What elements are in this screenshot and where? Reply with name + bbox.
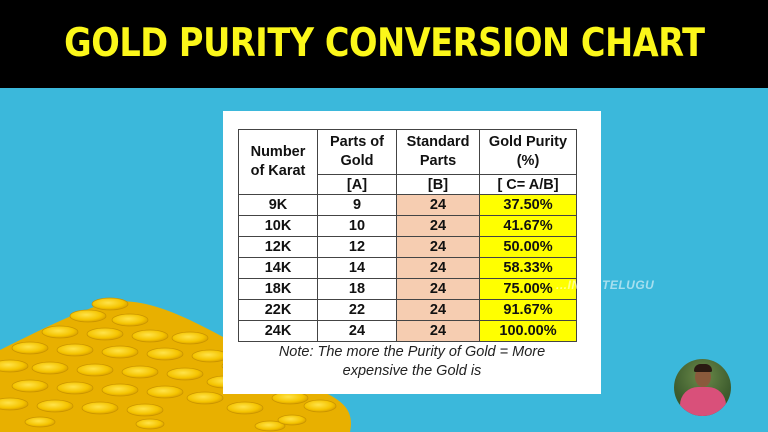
cell-karat: 14K — [238, 257, 318, 279]
cell-purity: 50.00% — [479, 236, 577, 258]
cell-karat: 18K — [238, 278, 318, 300]
table-row: 12K 12 24 50.00% — [238, 236, 577, 258]
avatar-shirt — [680, 387, 726, 416]
cell-parts-of-gold: 22 — [317, 299, 397, 321]
cell-purity: 58.33% — [479, 257, 577, 279]
table-row: 22K 22 24 91.67% — [238, 299, 577, 321]
header-a-sub: [A] — [317, 174, 397, 195]
cell-parts-of-gold: 14 — [317, 257, 397, 279]
header-c-line2: (%) — [516, 153, 540, 169]
header-parts-of-gold: Parts of Gold — [317, 129, 397, 175]
channel-watermark: ...INFO TELUGU — [556, 278, 655, 292]
header-c-line1: Gold Purity — [488, 134, 568, 150]
cell-standard-parts: 24 — [396, 320, 480, 342]
cell-parts-of-gold: 10 — [317, 215, 397, 237]
cell-standard-parts: 24 — [396, 194, 480, 216]
cell-karat: 10K — [238, 215, 318, 237]
note-line1: Note: The more the Purity of Gold = More — [278, 344, 546, 360]
cell-parts-of-gold: 12 — [317, 236, 397, 258]
cell-parts-of-gold: 24 — [317, 320, 397, 342]
gold-purity-table: Number of Karat Parts of Gold Standard P… — [238, 129, 577, 342]
header-a-line1: Parts of — [330, 134, 384, 150]
cell-karat: 22K — [238, 299, 318, 321]
header-b-line2: Parts — [419, 153, 457, 169]
note-line2: expensive the Gold is — [342, 363, 482, 379]
cell-purity: 91.67% — [479, 299, 577, 321]
header-b-sub: [B] — [396, 174, 480, 195]
cell-standard-parts: 24 — [396, 299, 480, 321]
avatar-hair — [694, 364, 712, 372]
header-karat-line2: of Karat — [250, 163, 306, 179]
table-row: 14K 14 24 58.33% — [238, 257, 577, 279]
cell-karat: 12K — [238, 236, 318, 258]
header-gold-purity: Gold Purity (%) — [479, 129, 577, 175]
cell-karat: 9K — [238, 194, 318, 216]
table-row: 9K 9 24 37.50% — [238, 194, 577, 216]
table-row: 18K 18 24 75.00% — [238, 278, 577, 300]
header-karat-line1: Number — [250, 144, 306, 160]
cell-standard-parts: 24 — [396, 236, 480, 258]
cell-purity: 100.00% — [479, 320, 577, 342]
note-text: Note: The more the Purity of Gold = More… — [223, 343, 601, 381]
header-b-line1: Standard — [406, 134, 470, 150]
title-banner: GOLD PURITY CONVERSION CHART — [0, 0, 768, 88]
header-c-sub: [ C= A/B] — [479, 174, 577, 195]
channel-avatar-icon — [674, 359, 731, 416]
header-karat: Number of Karat — [238, 129, 318, 195]
cell-standard-parts: 24 — [396, 257, 480, 279]
cell-purity: 75.00% — [479, 278, 577, 300]
avatar-head — [695, 367, 711, 387]
header-standard-parts: Standard Parts — [396, 129, 480, 175]
chart-panel: Number of Karat Parts of Gold Standard P… — [223, 111, 601, 394]
cell-parts-of-gold: 9 — [317, 194, 397, 216]
cell-standard-parts: 24 — [396, 215, 480, 237]
cell-parts-of-gold: 18 — [317, 278, 397, 300]
table-row: 10K 10 24 41.67% — [238, 215, 577, 237]
cell-standard-parts: 24 — [396, 278, 480, 300]
cell-karat: 24K — [238, 320, 318, 342]
table-row: 24K 24 24 100.00% — [238, 320, 577, 342]
header-a-line2: Gold — [340, 153, 374, 169]
page-title: GOLD PURITY CONVERSION CHART — [63, 20, 705, 66]
cell-purity: 41.67% — [479, 215, 577, 237]
cell-purity: 37.50% — [479, 194, 577, 216]
